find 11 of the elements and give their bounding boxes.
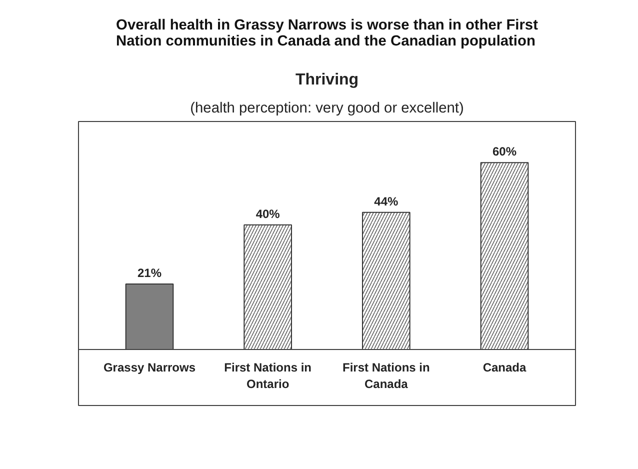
chart-title: Overall health in Grassy Narrows is worse than in other First Nation communities in Canada and the Canadian population: [116, 18, 538, 50]
data-label: 21%: [137, 266, 162, 280]
data-label: 60%: [492, 144, 517, 159]
x-tick-label: First Nations in Canada: [342, 360, 430, 392]
x-tick-label: First Nations in Ontario: [224, 360, 312, 392]
x-tick-label: Canada: [482, 360, 526, 374]
text: (health perception: very good or excellent): [190, 100, 464, 116]
data-label: 44%: [374, 194, 399, 208]
data-label: 40%: [256, 206, 280, 221]
x-tick-label: Grassy Narrows: [103, 360, 196, 374]
chart-subtitle: Thriving: [295, 72, 359, 88]
